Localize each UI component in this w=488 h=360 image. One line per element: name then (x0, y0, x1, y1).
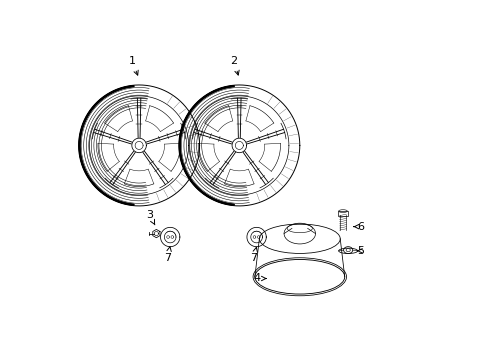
Text: 6: 6 (353, 222, 363, 231)
Text: 7: 7 (164, 247, 171, 263)
Text: 2: 2 (230, 56, 239, 75)
Text: 1: 1 (128, 56, 138, 75)
Text: 3: 3 (145, 210, 155, 225)
Text: 4: 4 (252, 274, 265, 283)
Bar (338, 211, 347, 216)
Text: 7: 7 (250, 247, 257, 263)
Text: 5: 5 (356, 246, 363, 256)
